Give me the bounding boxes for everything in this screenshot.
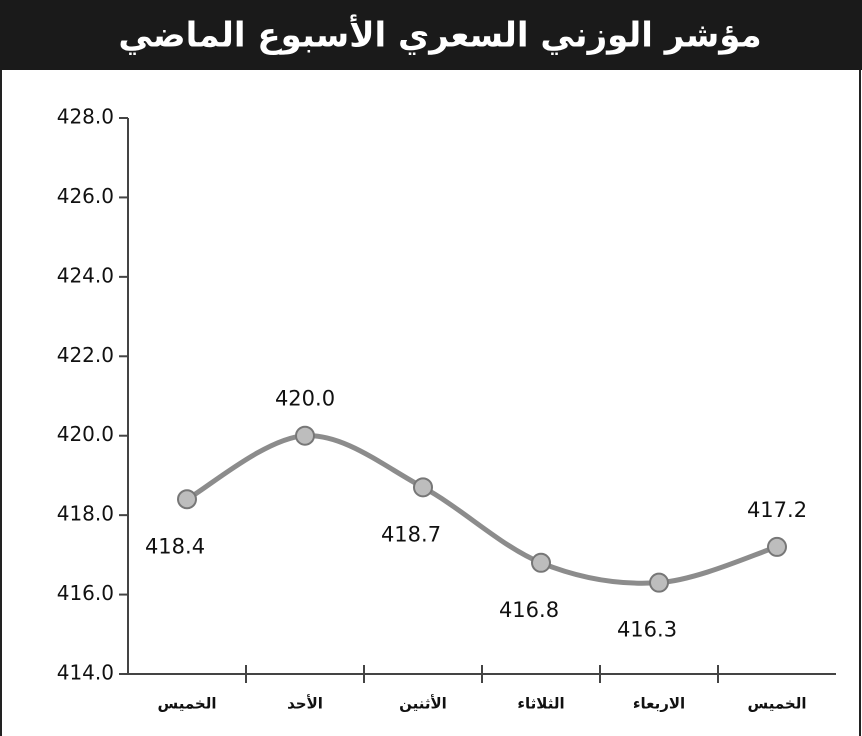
x-tick-label: الخميس: [158, 695, 217, 713]
y-tick-label: 420.0: [57, 422, 114, 446]
point: [177, 489, 197, 510]
x-tick-label: الاربعاء: [633, 695, 685, 713]
title-band: [0, 0, 862, 70]
point: [413, 477, 433, 498]
value-label: 420.0: [275, 387, 335, 411]
value-label: 416.3: [617, 618, 677, 642]
y-tick-label: 414.0: [57, 661, 114, 685]
series-line: [184, 433, 780, 586]
point: [295, 425, 315, 446]
chart-title: مؤشر الوزني السعري الأسبوع الماضي: [118, 14, 761, 56]
value-label: 418.4: [145, 534, 205, 558]
y-tick-label: 428.0: [57, 105, 114, 129]
y-tick-label: 424.0: [57, 263, 114, 287]
x-tick-label: الثلاثاء: [517, 695, 564, 713]
y-tick-label: 418.0: [57, 502, 114, 526]
x-tick-label: الأثنين: [399, 695, 447, 713]
point: [531, 552, 551, 573]
y-tick-label: 416.0: [57, 581, 114, 605]
value-label: 416.8: [499, 598, 559, 622]
value-label: 417.2: [747, 498, 807, 522]
x-tick-label: الخميس: [748, 695, 807, 713]
y-tick-label: 426.0: [57, 184, 114, 208]
value-label: 418.7: [381, 522, 441, 546]
point: [767, 536, 787, 557]
y-tick-label: 422.0: [57, 343, 114, 367]
point: [649, 572, 669, 593]
x-tick-label: الأحد: [287, 695, 323, 713]
